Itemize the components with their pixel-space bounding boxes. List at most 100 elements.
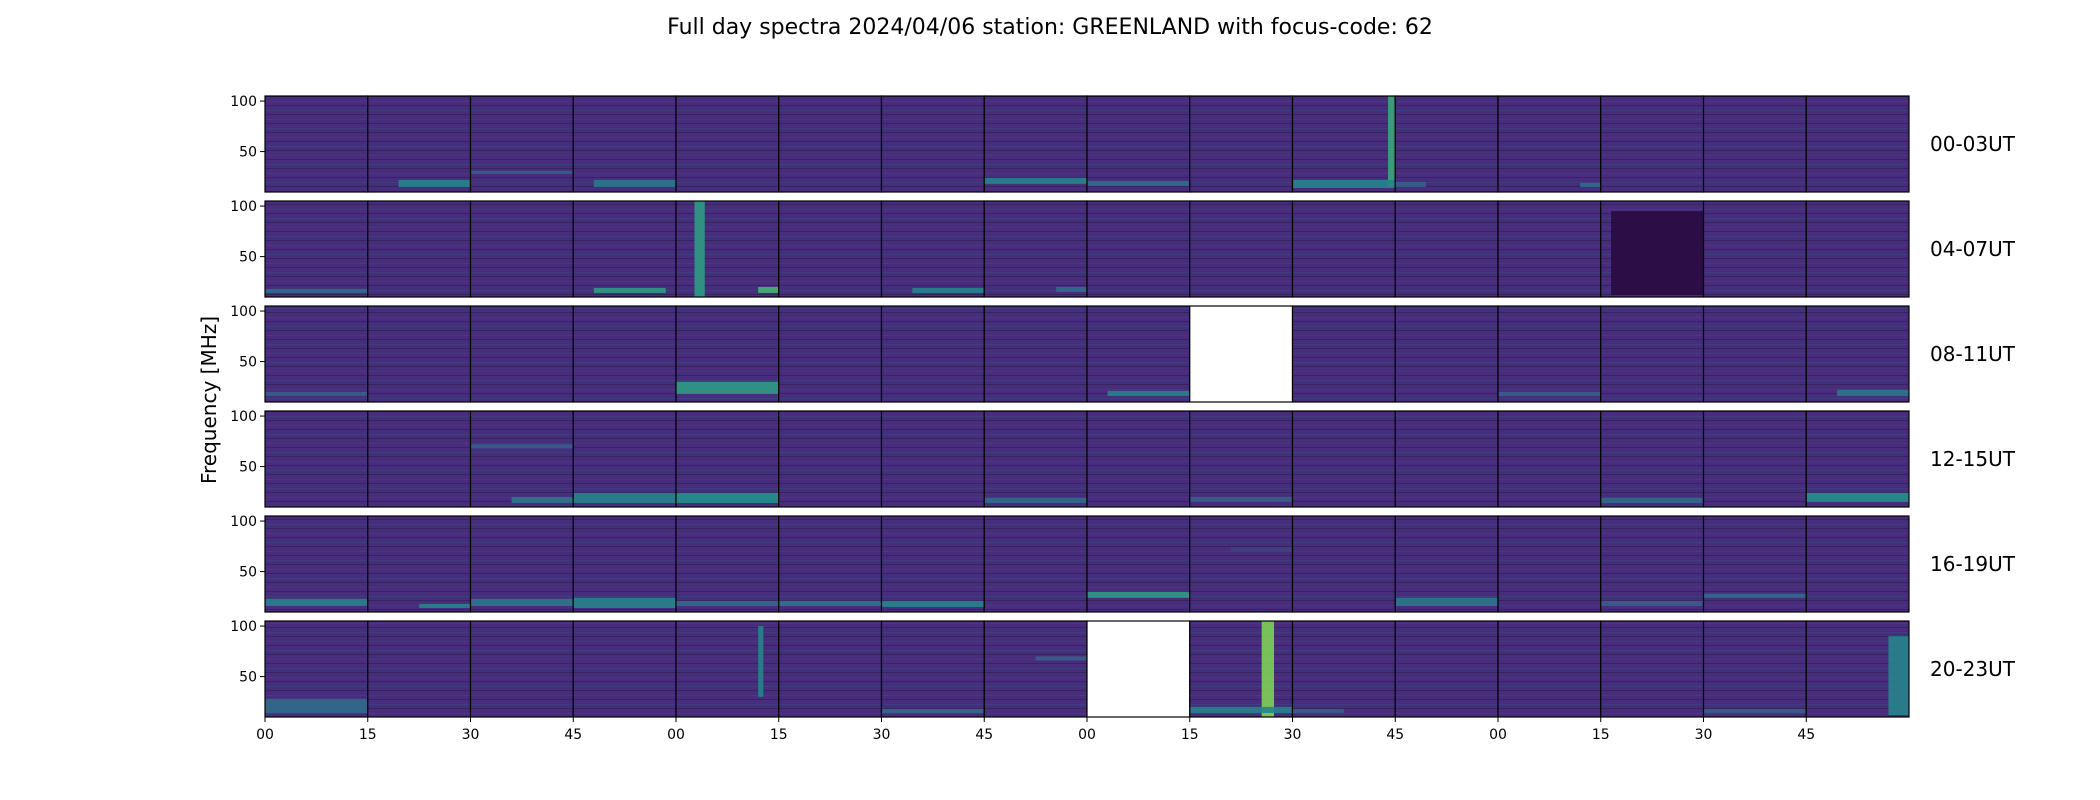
y-tick-label: 100 xyxy=(230,619,257,635)
spectral-feature xyxy=(1087,591,1190,598)
spectrogram-panel xyxy=(1497,515,1602,613)
spectrogram-panel xyxy=(1291,305,1396,403)
panel-texture xyxy=(573,516,676,612)
spectrogram-panel xyxy=(675,200,780,298)
spectrogram-panel xyxy=(1189,410,1294,508)
panel-texture xyxy=(1292,621,1396,717)
spectra-row: 50 100 20-23UT xyxy=(230,619,2016,718)
spectral-feature xyxy=(470,444,574,449)
spectrogram-panel xyxy=(675,515,780,613)
y-tick-label: 50 xyxy=(239,250,257,266)
spectrogram-panel xyxy=(1394,620,1499,718)
spectrogram-panel xyxy=(1394,200,1499,298)
spectral-feature xyxy=(1035,656,1087,661)
y-tick-label: 100 xyxy=(230,304,257,320)
panel-frame xyxy=(1805,515,1910,613)
x-tick-label: 30 xyxy=(462,727,480,743)
y-tick-label: 50 xyxy=(239,670,257,686)
spectra-row: 50 100 16-19UT xyxy=(230,514,2016,613)
panel-texture xyxy=(1600,411,1704,507)
spectral-feature xyxy=(984,177,1087,184)
spectrogram-panel xyxy=(572,515,677,613)
panel-texture xyxy=(1189,96,1293,192)
panel-texture xyxy=(1189,621,1293,717)
panel-texture xyxy=(573,411,676,507)
spectrogram-panel xyxy=(983,200,1088,298)
spectrogram-panel xyxy=(1805,515,1910,613)
spectral-feature xyxy=(1189,496,1293,502)
panel-texture xyxy=(778,96,882,192)
panel-texture xyxy=(1087,201,1190,297)
spectrogram-panel xyxy=(572,305,677,403)
spectrogram-panel xyxy=(1702,305,1807,403)
x-tick-label: 45 xyxy=(1386,727,1404,743)
panel-texture xyxy=(881,621,985,717)
panel-texture xyxy=(265,411,368,507)
panel-texture xyxy=(984,306,1087,402)
x-tick-label: 00 xyxy=(1489,727,1507,743)
panel-texture xyxy=(1806,411,1909,507)
spectral-feature xyxy=(398,179,471,187)
x-tick-label: 30 xyxy=(873,727,891,743)
panel-texture xyxy=(1806,201,1909,297)
spectrogram-panel xyxy=(367,515,472,613)
spectrogram-panel xyxy=(880,515,985,613)
spectral-feature xyxy=(1087,180,1190,186)
panel-texture xyxy=(1292,96,1396,192)
panel-texture xyxy=(265,201,368,297)
panel-frame xyxy=(1805,95,1910,193)
panel-texture xyxy=(573,96,676,192)
x-tick-label: 15 xyxy=(359,727,377,743)
spectrogram-panel xyxy=(1805,200,1910,298)
spectrogram-panel xyxy=(1702,200,1807,298)
panel-texture xyxy=(470,201,574,297)
spectrogram-panel xyxy=(1086,95,1191,193)
spectrogram-panel xyxy=(469,200,574,298)
panel-texture xyxy=(1703,201,1807,297)
panel-texture xyxy=(1292,306,1396,402)
panel-texture xyxy=(1189,201,1293,297)
panel-texture xyxy=(367,96,471,192)
spectra-row: 50 100 12-15UT xyxy=(230,409,2016,508)
spectrogram-panel xyxy=(1291,95,1396,193)
panel-texture xyxy=(1498,411,1601,507)
panel-texture xyxy=(984,411,1087,507)
panel-frame xyxy=(1805,620,1910,718)
panel-texture xyxy=(470,621,574,717)
panel-texture xyxy=(984,516,1087,612)
spectral-feature xyxy=(573,597,676,608)
spectral-feature xyxy=(265,598,368,606)
spectrogram-panel xyxy=(778,200,883,298)
spectral-feature xyxy=(1107,390,1190,396)
panel-texture xyxy=(1806,516,1909,612)
spectrogram-panel xyxy=(1600,410,1705,508)
panel-texture xyxy=(1600,306,1704,402)
spectral-feature xyxy=(1261,621,1275,717)
spectrogram-panel xyxy=(367,95,472,193)
spectrogram-panel xyxy=(778,515,883,613)
spectral-feature xyxy=(881,600,985,607)
spectrogram-panel xyxy=(1086,200,1191,298)
spectrogram-panel xyxy=(1189,200,1294,298)
spectrogram-panel xyxy=(983,410,1088,508)
spectrogram-panel xyxy=(880,95,985,193)
x-tick-label: 45 xyxy=(975,727,993,743)
panel-frame xyxy=(1805,305,1910,403)
panel-texture xyxy=(1498,621,1601,717)
spectrogram-panel xyxy=(367,200,472,298)
spectrogram-panel xyxy=(1805,620,1910,718)
spectral-feature xyxy=(676,600,779,606)
x-tick-label: 45 xyxy=(564,727,582,743)
y-tick-label: 100 xyxy=(230,199,257,215)
panel-texture xyxy=(1703,411,1807,507)
panel-texture xyxy=(367,201,471,297)
spectrogram-panel xyxy=(264,95,369,193)
panel-texture xyxy=(470,516,574,612)
x-tick-label: 45 xyxy=(1797,727,1815,743)
spectrogram-panel xyxy=(1497,620,1602,718)
spectral-feature xyxy=(419,603,471,608)
x-axis: 00 15 30 45 00 15 30 45 00 15 30 45 00 15 30 45 xyxy=(256,717,1815,743)
panel-texture xyxy=(367,411,471,507)
spectral-feature xyxy=(1703,708,1807,713)
panel-texture xyxy=(778,411,882,507)
